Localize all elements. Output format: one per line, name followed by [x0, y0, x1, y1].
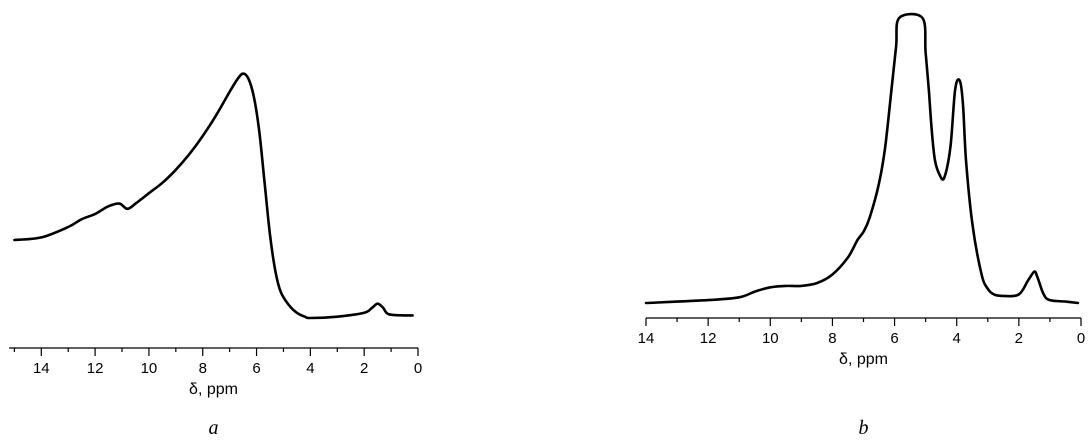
x-axis-b: 14 12 10 8 6 4 2 0	[638, 317, 1085, 347]
panel-label-a: a	[209, 417, 219, 439]
x-tick-label-b: 12	[700, 330, 717, 347]
x-axis-a: 14 12 10 8 6 4 2 0	[9, 347, 422, 377]
x-tick-label-b: 10	[762, 330, 779, 347]
x-tick-label-a: 12	[87, 360, 104, 377]
chart-panel-a: 14 12 10 8 6 4 2 0 δ, ppm a	[9, 72, 422, 439]
x-tick-label-a: 6	[252, 360, 260, 377]
spectrum-line-a	[13, 72, 414, 320]
x-tick-label-b: 8	[828, 330, 836, 347]
x-tick-label-b: 4	[953, 330, 961, 347]
x-tick-label-a: 14	[33, 360, 50, 377]
x-tick-label-a: 2	[360, 360, 368, 377]
spectrum-line-b	[644, 12, 1080, 305]
x-axis-title-b: δ, ppm	[839, 351, 888, 368]
x-tick-label-a: 4	[306, 360, 314, 377]
x-tick-label-b: 0	[1077, 330, 1085, 347]
x-tick-label-a: 0	[414, 360, 422, 377]
x-tick-label-a: 8	[199, 360, 207, 377]
x-tick-label-b: 2	[1015, 330, 1023, 347]
panel-label-b: b	[859, 417, 869, 439]
x-tick-label-b: 6	[890, 330, 898, 347]
x-tick-label-a: 10	[141, 360, 158, 377]
x-tick-label-b: 14	[638, 330, 655, 347]
x-axis-title-a: δ, ppm	[189, 381, 238, 398]
chart-panel-b: 14 12 10 8 6 4 2 0 δ, ppm b	[638, 12, 1085, 439]
